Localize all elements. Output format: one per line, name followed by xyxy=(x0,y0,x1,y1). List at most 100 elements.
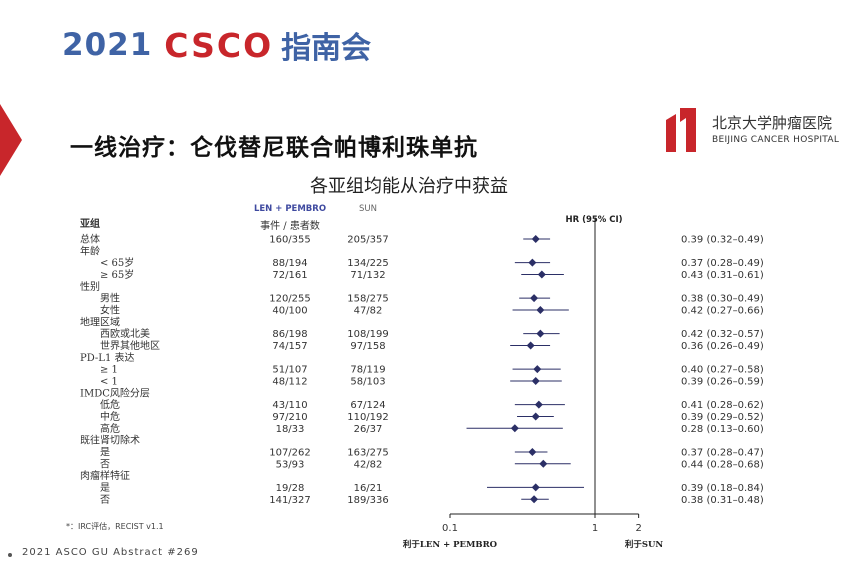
hr-point-6 xyxy=(536,305,545,314)
hr-point-12 xyxy=(531,376,540,385)
row-label-2: < 65岁 xyxy=(100,256,134,269)
arm2-events-8: 108/199 xyxy=(347,329,389,340)
red-tab-decoration xyxy=(0,104,22,176)
hr-point-15 xyxy=(531,412,540,421)
arm2-events-19: 42/82 xyxy=(354,459,383,470)
row-label-0: 总体 xyxy=(80,233,100,246)
hr-point-18 xyxy=(528,447,537,456)
hr-header: HR (95% CI) xyxy=(565,215,622,225)
slide-header: 2021 CSCO 指南会 xyxy=(62,20,371,70)
row-label-8: 西欧或北美 xyxy=(100,327,150,340)
row-label-1: 年龄 xyxy=(80,244,100,257)
arm1-events-6: 40/100 xyxy=(272,305,307,316)
arm2-events-14: 67/124 xyxy=(350,400,385,411)
row-label-17: 既往肾切除术 xyxy=(80,434,140,447)
arm1-events-0: 160/355 xyxy=(269,235,311,246)
hr-point-8 xyxy=(536,329,545,338)
hospital-logo-mark-icon xyxy=(666,108,696,152)
row-label-19: 否 xyxy=(100,458,110,470)
favor-right-label: 利于SUN xyxy=(624,539,664,550)
header-meeting: 指南会 xyxy=(281,31,372,66)
arm2-events-15: 110/192 xyxy=(347,412,389,423)
hr-text-0: 0.39 (0.32–0.49) xyxy=(681,235,764,246)
row-label-22: 否 xyxy=(100,494,110,506)
arm1-events-5: 120/255 xyxy=(269,294,311,305)
arm1-events-3: 72/161 xyxy=(272,270,307,281)
hospital-name: 北京大学肿瘤医院 xyxy=(712,114,833,132)
arm2-events-9: 97/158 xyxy=(350,341,385,352)
hospital-english-name: BEIJING CANCER HOSPITAL xyxy=(712,135,840,145)
row-label-4: 性别 xyxy=(80,280,100,293)
hr-point-21 xyxy=(531,483,540,492)
arm1-events-21: 19/28 xyxy=(276,483,305,494)
row-label-15: 中危 xyxy=(100,410,120,423)
arm2-events-22: 189/336 xyxy=(347,495,389,506)
arm1-header: LEN + PEMBRO xyxy=(254,204,326,214)
hr-point-22 xyxy=(530,495,539,504)
favor-left-label: 利于LEN + PEMBRO xyxy=(402,539,498,550)
hr-text-18: 0.37 (0.28–0.47) xyxy=(681,447,764,458)
hr-text-6: 0.42 (0.27–0.66) xyxy=(681,305,764,316)
hr-point-3 xyxy=(537,270,546,279)
row-label-20: 肉瘤样特征 xyxy=(80,469,130,482)
arm1-events-22: 141/327 xyxy=(269,495,311,506)
arm1-events-8: 86/198 xyxy=(272,329,307,340)
hr-text-21: 0.39 (0.18–0.84) xyxy=(681,483,764,494)
arm1-events-2: 88/194 xyxy=(272,258,307,269)
arm1-events-12: 48/112 xyxy=(272,376,307,387)
row-label-9: 世界其他地区 xyxy=(100,339,160,352)
arm2-events-2: 134/225 xyxy=(347,258,389,269)
row-label-13: IMDC风险分层 xyxy=(80,386,150,399)
hr-text-2: 0.37 (0.28–0.49) xyxy=(681,258,764,269)
header-year: 2021 xyxy=(62,27,153,63)
arm1-events-19: 53/93 xyxy=(276,459,305,470)
hospital-logo: 北京大学肿瘤医院 BEIJING CANCER HOSPITAL xyxy=(664,108,846,154)
row-label-18: 是 xyxy=(100,446,110,458)
row-label-11: ≥ 1 xyxy=(100,365,118,376)
hr-point-16 xyxy=(510,424,519,433)
x-tick-label-1: 1 xyxy=(592,523,598,534)
row-label-5: 男性 xyxy=(100,292,120,305)
arm2-events-18: 163/275 xyxy=(347,447,389,458)
hr-point-5 xyxy=(530,294,539,303)
row-label-12: < 1 xyxy=(100,376,118,387)
hr-point-2 xyxy=(528,258,537,267)
arm2-events-12: 58/103 xyxy=(350,376,385,387)
arm2-events-0: 205/357 xyxy=(347,235,389,246)
hr-text-22: 0.38 (0.31–0.48) xyxy=(681,495,764,506)
subgroup-header: 亚组 xyxy=(80,217,100,230)
row-label-7: 地理区域 xyxy=(80,315,120,328)
hr-text-3: 0.43 (0.31–0.61) xyxy=(681,270,764,281)
hr-text-12: 0.39 (0.26–0.59) xyxy=(681,376,764,387)
footnote: *：IRC评估，RECIST v1.1 xyxy=(66,522,164,531)
arm1-events-9: 74/157 xyxy=(272,341,307,352)
arm1-events-11: 51/107 xyxy=(272,365,307,376)
x-tick-label-0: 0.1 xyxy=(442,523,458,534)
arm2-events-6: 47/82 xyxy=(354,305,383,316)
arm1-events-18: 107/262 xyxy=(269,447,311,458)
hr-text-5: 0.38 (0.30–0.49) xyxy=(681,294,764,305)
arm2-header: SUN xyxy=(359,204,377,214)
arm1-events-15: 97/210 xyxy=(272,412,307,423)
forest-plot-marks: 0.1 1 2总体 160/355 205/357 0.39 (0.32–0.49)年龄<… xyxy=(80,218,764,534)
hr-text-15: 0.39 (0.29–0.52) xyxy=(681,412,764,423)
hr-text-9: 0.36 (0.26–0.49) xyxy=(681,341,764,352)
hr-text-14: 0.41 (0.28–0.62) xyxy=(681,400,764,411)
arm2-events-21: 16/21 xyxy=(354,483,383,494)
x-tick-label-2: 2 xyxy=(635,523,641,534)
row-label-10: PD-L1 表达 xyxy=(80,351,135,364)
hr-point-11 xyxy=(533,365,542,374)
hr-text-11: 0.40 (0.27–0.58) xyxy=(681,365,764,376)
row-label-16: 高危 xyxy=(100,422,120,435)
row-label-6: 女性 xyxy=(100,303,120,316)
hr-point-14 xyxy=(534,400,543,409)
hr-point-0 xyxy=(531,235,540,243)
events-header: 事件 / 患者数 xyxy=(260,219,320,232)
footer-citation: 2021 ASCO GU Abstract #269 xyxy=(22,547,199,558)
row-label-14: 低危 xyxy=(100,398,120,411)
hr-point-9 xyxy=(526,341,535,350)
arm1-events-14: 43/110 xyxy=(272,400,307,411)
arm2-events-16: 26/37 xyxy=(354,424,383,435)
hr-point-19 xyxy=(539,459,548,468)
